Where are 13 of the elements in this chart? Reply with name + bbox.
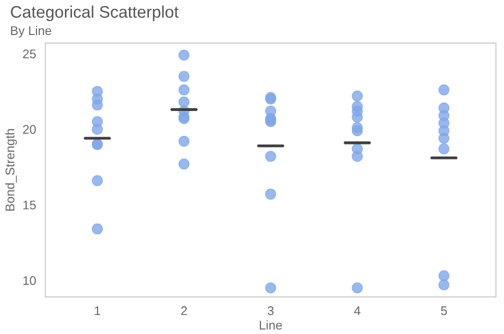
y-tick-label: 10 [23, 276, 36, 285]
chart-subtitle: By Line [11, 26, 52, 38]
x-axis-title: Line [260, 320, 282, 330]
x-tick-label: 3 [268, 306, 274, 316]
y-tick-label: 15 [23, 200, 36, 210]
x-tick-label: 5 [440, 306, 447, 316]
y-tick-label: 25 [23, 49, 36, 58]
chart-title: Categorical Scatterplot [10, 6, 179, 22]
y-axis-title: Bond_Strength [5, 129, 17, 211]
x-tick-label: 2 [181, 306, 187, 316]
x-tick-label: 4 [354, 306, 360, 316]
y-tick-label: 20 [23, 125, 36, 134]
x-tick-label: 1 [94, 306, 100, 316]
